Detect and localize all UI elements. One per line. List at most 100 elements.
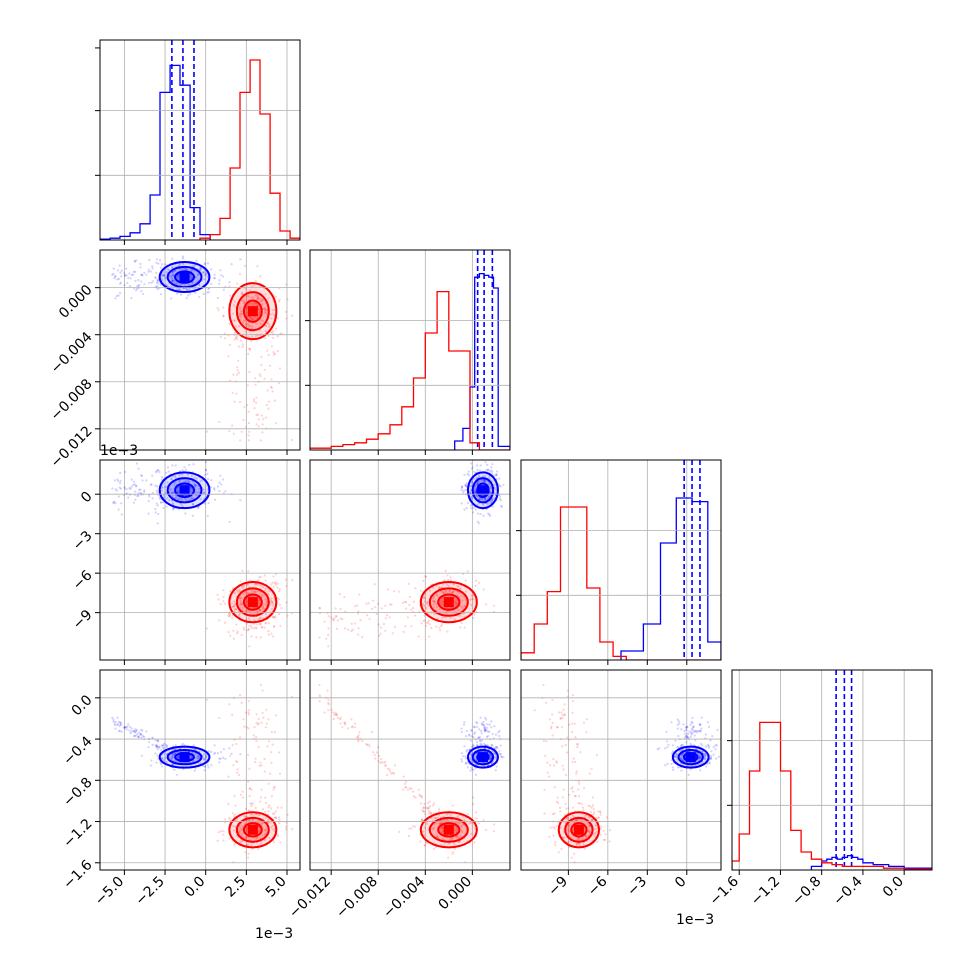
scatter-point <box>166 481 169 484</box>
scatter-point <box>561 796 565 799</box>
scatter-point <box>244 287 247 290</box>
scatter-point <box>259 575 262 579</box>
scatter-point <box>690 733 693 736</box>
scatter-point <box>156 280 159 283</box>
scatter-point <box>327 698 330 701</box>
scatter-point <box>476 468 479 472</box>
scatter-point <box>246 610 249 613</box>
density-peak <box>247 597 258 608</box>
scatter-point <box>236 335 239 338</box>
scatter-point <box>277 590 281 593</box>
scatter-point <box>269 313 272 316</box>
scatter-point <box>593 833 596 836</box>
scatter-point <box>592 813 595 816</box>
scatter-point <box>183 267 186 270</box>
scatter-point <box>134 498 137 501</box>
scatter-point <box>224 602 227 605</box>
scatter-point <box>431 819 435 822</box>
scatter-point <box>139 733 142 736</box>
scatter-point <box>424 575 427 578</box>
scatter-point <box>248 787 252 790</box>
scatter-point <box>493 823 496 826</box>
scatter-point <box>244 330 248 333</box>
scatter-point <box>252 296 255 299</box>
scatter-point <box>261 586 265 589</box>
scatter-point <box>559 826 562 829</box>
scatter-point <box>263 603 266 606</box>
scatter-point <box>484 479 487 483</box>
scatter-point <box>270 761 273 765</box>
scatter-point <box>427 807 430 810</box>
scatter-point <box>205 468 208 471</box>
scatter-point <box>398 590 401 593</box>
scatter-point <box>135 728 138 732</box>
scatter-point <box>562 708 565 711</box>
scatter-point <box>267 322 270 325</box>
scatter-point <box>155 761 158 764</box>
scatter-point <box>441 597 444 600</box>
scatter-point <box>247 727 250 730</box>
scatter-point <box>435 605 438 609</box>
scatter-point <box>147 268 150 271</box>
scatter-point <box>165 743 168 747</box>
scatter-point <box>591 796 594 799</box>
scatter-point <box>318 700 321 703</box>
scatter-point <box>590 818 593 821</box>
scatter-point <box>470 759 473 762</box>
panel-content <box>100 40 300 240</box>
scatter-point <box>442 583 445 586</box>
scatter-point <box>475 744 479 747</box>
scatter-point <box>129 277 132 280</box>
scatter-point <box>567 807 570 810</box>
scatter-point <box>123 726 126 729</box>
scatter-point <box>566 818 569 822</box>
scatter-point <box>218 716 221 720</box>
scatter-point <box>680 769 683 772</box>
scatter-point <box>271 312 274 315</box>
scatter-point <box>149 270 152 273</box>
scatter-point <box>160 757 164 760</box>
scatter-point <box>335 713 339 716</box>
scatter-point <box>158 496 161 499</box>
scatter-point <box>561 716 564 720</box>
scatter-point <box>117 277 120 281</box>
scatter-point <box>160 501 163 504</box>
x-tick-label: 0.0 <box>181 874 208 901</box>
scatter-point <box>156 485 159 488</box>
scatter-point <box>552 826 555 829</box>
scatter-point <box>267 630 270 633</box>
scatter-point <box>684 736 687 739</box>
scatter-point <box>248 349 252 352</box>
scatter-point <box>327 645 330 648</box>
scatter-point <box>703 758 707 761</box>
scatter-point <box>357 610 360 613</box>
scatter-point <box>272 585 275 588</box>
scatter-point <box>259 761 262 764</box>
scatter-point <box>466 502 469 505</box>
scatter-point <box>156 279 159 282</box>
scatter-point <box>689 742 692 745</box>
scatter-point <box>473 470 476 473</box>
scatter-point <box>175 283 179 286</box>
scatter-point <box>174 464 177 467</box>
x-tick-label: −1.2 <box>748 874 783 909</box>
scatter-point <box>479 729 483 733</box>
scatter-point <box>135 287 138 290</box>
histogram-red <box>199 59 300 240</box>
scatter-point <box>434 817 437 820</box>
scatter-point <box>132 730 136 733</box>
scatter-point <box>205 461 208 464</box>
scatter-point <box>261 319 265 322</box>
scatter-point <box>425 806 428 809</box>
scatter-point <box>676 723 679 726</box>
scatter-point <box>483 742 486 745</box>
scatter-point <box>244 807 248 810</box>
scatter-point <box>238 371 241 374</box>
scatter-point <box>206 514 209 517</box>
scatter-point <box>453 829 456 832</box>
scatter-point <box>115 723 118 726</box>
scatter-point <box>334 607 337 610</box>
scatter-point <box>543 788 546 791</box>
scatter-point <box>438 626 441 629</box>
scatter-point <box>449 838 452 841</box>
